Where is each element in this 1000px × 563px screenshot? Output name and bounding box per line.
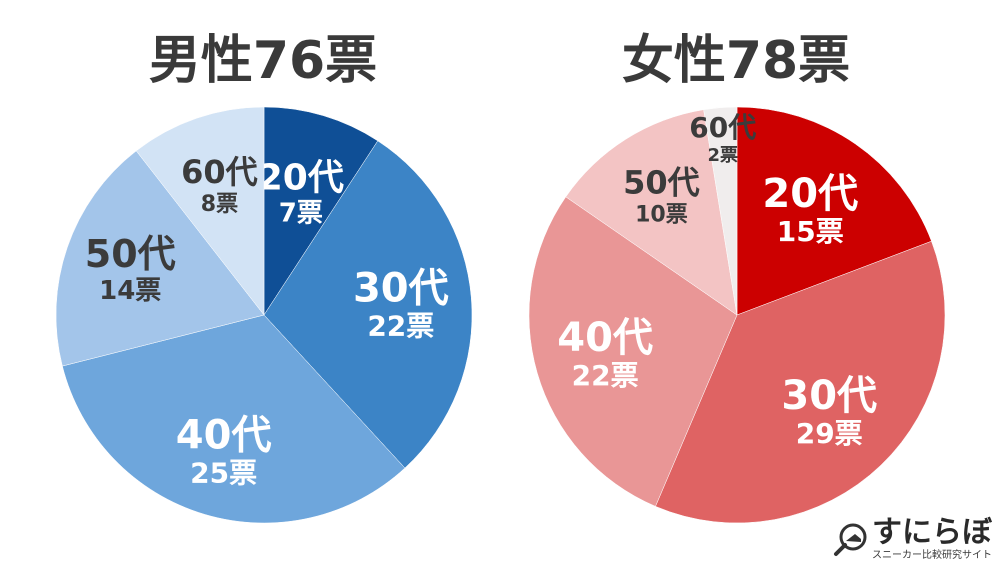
male-slice-2-label: 40代 bbox=[176, 413, 272, 459]
male-slice-1-label: 30代 bbox=[353, 266, 449, 312]
male-slice-0-label: 20代 bbox=[258, 157, 344, 198]
male-slice-1 bbox=[263, 140, 473, 469]
female-slice-3-votes: 10票 bbox=[635, 202, 688, 227]
male-slice-3-label: 50代 bbox=[85, 232, 176, 276]
male-slice-4-votes: 8票 bbox=[201, 192, 238, 217]
male-slice-2-votes: 25票 bbox=[190, 457, 257, 490]
female-slice-0-label: 20代 bbox=[762, 171, 858, 217]
female-slice-4-votes: 2票 bbox=[708, 145, 739, 166]
male-slice-0-votes: 7票 bbox=[279, 198, 323, 228]
female-slice-2-label: 40代 bbox=[557, 315, 653, 361]
female-slice-0 bbox=[736, 106, 932, 316]
female-chart-title: 女性78票 bbox=[622, 31, 850, 91]
female-slice-1-votes: 29票 bbox=[796, 417, 863, 450]
logo-name: すにらぼ bbox=[872, 515, 993, 550]
magnifier-shoe-icon bbox=[834, 523, 867, 556]
female-slice-4 bbox=[703, 106, 738, 316]
female-slice-3 bbox=[565, 109, 738, 316]
female-slice-1-label: 30代 bbox=[781, 373, 877, 419]
male-slice-3 bbox=[55, 150, 265, 367]
male-slice-2 bbox=[62, 314, 406, 524]
logo-tagline: スニーカー比較研究サイト bbox=[872, 548, 992, 561]
female-slice-4-label: 60代 bbox=[689, 111, 756, 144]
female-slice-0-votes: 15票 bbox=[777, 215, 844, 248]
female-slice-2-votes: 22票 bbox=[572, 359, 639, 392]
male-slice-4 bbox=[135, 106, 265, 316]
logo: すにらぼ スニーカー比較研究サイト bbox=[834, 515, 993, 561]
male-slice-0 bbox=[263, 106, 379, 316]
female-slice-2 bbox=[528, 196, 738, 507]
male-slice-3-votes: 14票 bbox=[99, 276, 161, 306]
male-slice-4-label: 60代 bbox=[181, 153, 258, 191]
female-slice-1 bbox=[655, 240, 946, 524]
male-slice-1-votes: 22票 bbox=[367, 310, 434, 343]
female-slice-3-label: 50代 bbox=[623, 163, 700, 201]
male-chart-title: 男性76票 bbox=[149, 31, 377, 91]
